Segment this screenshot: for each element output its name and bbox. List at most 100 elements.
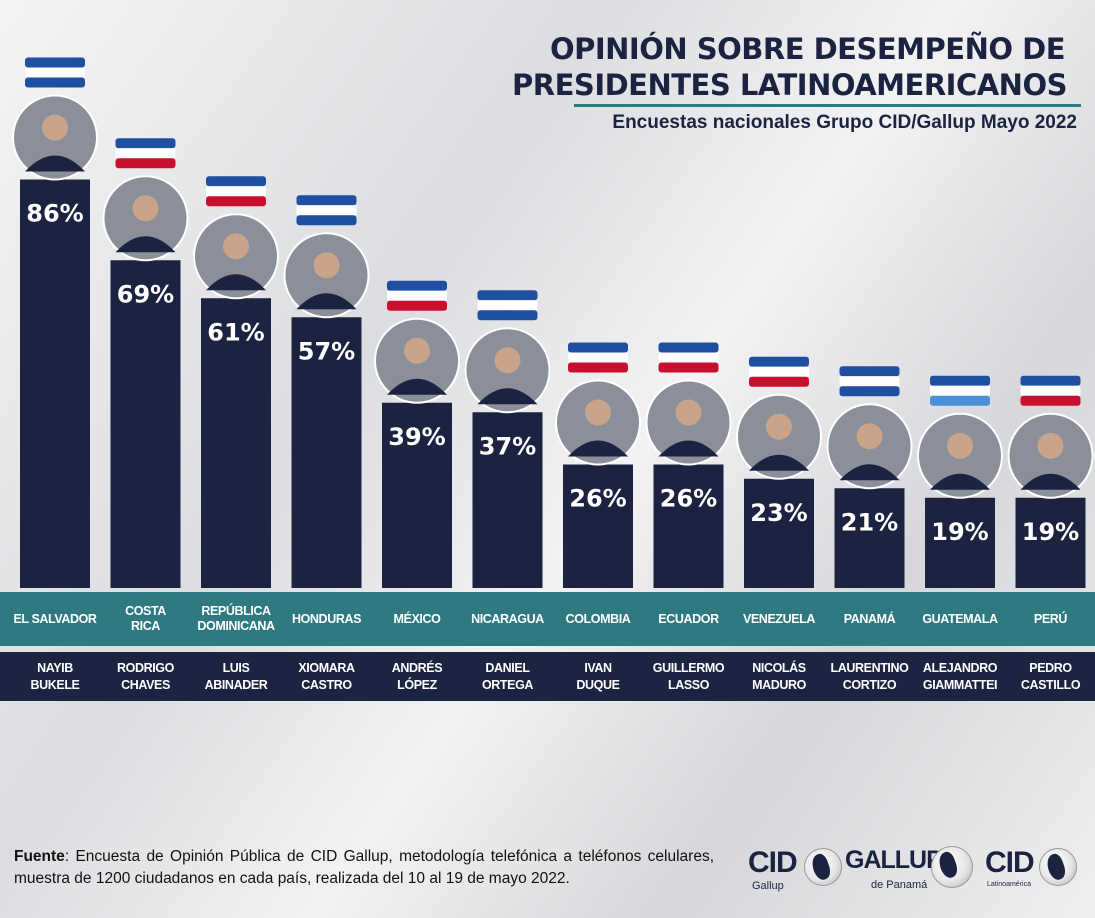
country-label-line: REPÚBLICA: [201, 604, 271, 618]
face-icon: [856, 423, 883, 450]
logo-sub: Gallup: [752, 880, 784, 892]
country-label: COSTA RICA: [100, 604, 192, 634]
logo-main: GALLUP: [845, 846, 943, 874]
suit-icon: [387, 378, 447, 395]
flag-map-icon: [477, 310, 538, 321]
president-label-line: XIOMARA: [298, 661, 355, 675]
suit-icon: [25, 155, 85, 172]
suit-icon: [930, 473, 990, 490]
flag-map-icon: [25, 77, 85, 88]
flag-map-icon: [749, 356, 809, 367]
value-label: 37%: [479, 432, 536, 460]
president-label: RODRIGO CHAVES: [100, 660, 192, 694]
suit-icon: [749, 454, 809, 471]
country-label: COLOMBIA: [552, 612, 644, 627]
president-label-line: ORTEGA: [481, 678, 534, 692]
president-label: ALEJANDRO GIAMMATTEI: [914, 660, 1006, 694]
country-label-line: MÉXICO: [393, 611, 441, 626]
president-label-line: PEDRO: [1029, 661, 1072, 675]
title-line-2: PRESIDENTES LATINOAMERICANOS: [512, 68, 1067, 102]
face-icon: [675, 399, 702, 426]
president-label: GUILLERMO LASSO: [643, 660, 735, 694]
suit-icon: [568, 440, 628, 457]
bar: [653, 464, 724, 588]
flag-map-icon: [1020, 385, 1081, 396]
logo-main: CID: [985, 846, 1035, 879]
bar: [834, 488, 905, 588]
president-label-line: DUQUE: [576, 678, 620, 692]
president-label: PEDRO CASTILLO: [1005, 660, 1095, 694]
flag-map-icon: [1020, 375, 1081, 386]
president-label: LAURENTINO CORTIZO: [824, 660, 916, 694]
flag-map-icon: [839, 386, 900, 397]
flag-map-icon: [839, 376, 900, 387]
president-label-line: NAYIB: [37, 661, 73, 675]
president-label-line: LÓPEZ: [397, 678, 437, 692]
president-label-line: RODRIGO: [117, 661, 174, 675]
title-line-1: OPINIÓN SOBRE DESEMPEÑO DE: [549, 32, 1066, 66]
president-label-line: CASTRO: [301, 678, 352, 692]
flag-map-icon: [930, 385, 990, 396]
country-label: PERÚ: [1005, 612, 1095, 627]
president-label-line: MADURO: [752, 678, 806, 692]
flag-map-icon: [206, 196, 266, 207]
country-label-line: HONDURAS: [291, 611, 362, 626]
flag-map-icon: [25, 67, 85, 78]
president-label-line: BUKELE: [30, 678, 80, 692]
flag-map-icon: [206, 186, 266, 197]
value-label: 21%: [841, 508, 898, 536]
president-label-line: LUIS: [222, 661, 250, 675]
flag-map-icon: [296, 215, 357, 226]
bar: [110, 260, 181, 588]
country-band: [0, 592, 1095, 646]
country-label-line: GUATEMALA: [922, 611, 998, 626]
president-label-line: CORTIZO: [842, 678, 897, 692]
title-divider: [574, 104, 1081, 107]
country-label-line: NICARAGUA: [471, 611, 544, 626]
bar: [744, 478, 814, 588]
suit-icon: [1020, 473, 1081, 490]
country-label-line: COLOMBIA: [565, 611, 631, 626]
flag-map-icon: [296, 195, 357, 206]
flag-map-icon: [115, 138, 176, 149]
face-icon: [223, 233, 249, 260]
face-icon: [585, 399, 611, 426]
logo-main: CID: [748, 846, 798, 879]
value-label: 19%: [1022, 518, 1079, 546]
face-icon: [1037, 432, 1064, 459]
value-label: 69%: [117, 280, 174, 308]
president-label: ANDRÉS LÓPEZ: [371, 660, 463, 694]
flag-map-icon: [658, 352, 719, 363]
country-label-line: ECUADOR: [658, 611, 719, 626]
president-label: IVAN DUQUE: [552, 660, 644, 694]
bar: [563, 464, 633, 588]
country-label-line: DOMINICANA: [197, 619, 275, 633]
bar-chart: 86% 69% 61% 57% 39% 37% 26% 26% 23% 21% 19% 19%: [12, 57, 1094, 588]
flag-map-icon: [568, 342, 628, 353]
country-label: EL SALVADOR: [9, 612, 101, 627]
value-label: 23%: [750, 499, 807, 527]
suit-icon: [658, 440, 719, 457]
source-label: Fuente: [14, 848, 65, 865]
president-label-line: LASSO: [667, 678, 710, 692]
country-label: ECUADOR: [643, 612, 735, 627]
value-label: 86%: [26, 200, 83, 228]
country-label-line: RICA: [131, 619, 160, 633]
president-label-line: IVAN: [584, 661, 612, 675]
country-label: MÉXICO: [371, 612, 463, 627]
source-note: Fuente: Encuesta de Opinión Pública de C…: [14, 846, 714, 890]
country-label: PANAMÁ: [824, 612, 916, 627]
president-label-line: ALEJANDRO: [922, 661, 998, 675]
president-label-line: GUILLERMO: [652, 661, 725, 675]
bar: [201, 298, 271, 588]
bar: [291, 317, 362, 588]
flag-map-icon: [568, 352, 628, 363]
flag-map-icon: [658, 342, 719, 353]
flag-map-icon: [477, 300, 538, 311]
bar: [1015, 497, 1086, 588]
country-label-line: VENEZUELA: [742, 611, 816, 626]
suit-icon: [839, 464, 900, 481]
logo-sub: Latinoamérica: [987, 881, 1031, 888]
flag-map-icon: [296, 205, 357, 216]
